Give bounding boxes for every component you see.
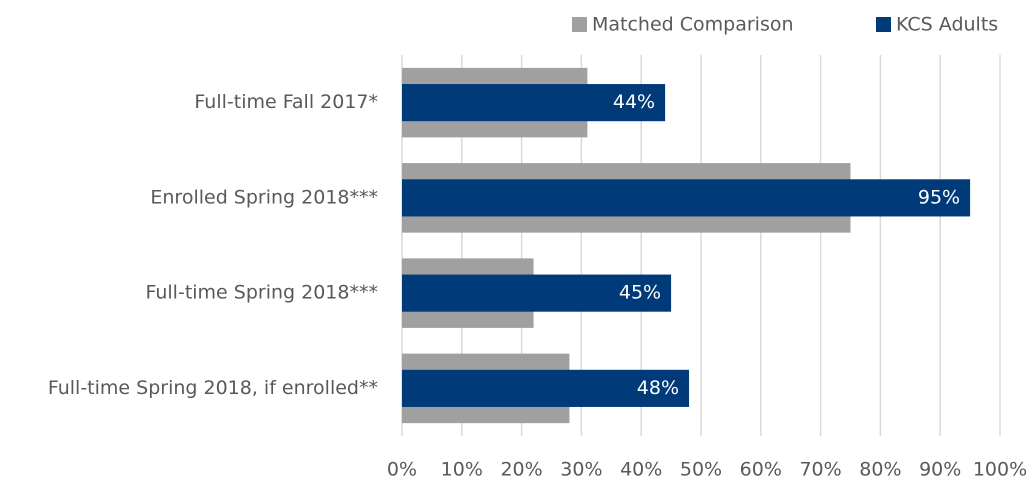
bar-value-label: 95% — [918, 186, 960, 208]
y-tick-label: Full-time Spring 2018, if enrolled** — [48, 377, 378, 399]
x-tick-label: 40% — [620, 459, 662, 481]
x-tick-label: 60% — [740, 459, 782, 481]
bar — [402, 369, 690, 407]
legend-label: KCS Adults — [896, 14, 998, 36]
x-tick-label: 70% — [799, 459, 841, 481]
y-tick-label: Full-time Fall 2017* — [194, 91, 378, 113]
x-tick-label: 20% — [500, 459, 542, 481]
bar-value-label: 45% — [619, 282, 661, 304]
x-tick-label: 30% — [560, 459, 602, 481]
bar-value-label: 48% — [637, 377, 679, 399]
y-tick-label: Full-time Spring 2018*** — [145, 282, 378, 304]
x-tick-label: 80% — [859, 459, 901, 481]
x-tick-label: 100% — [973, 459, 1027, 481]
bar — [402, 179, 971, 217]
legend-swatch — [572, 17, 587, 32]
bar — [402, 84, 666, 122]
x-tick-label: 90% — [919, 459, 961, 481]
legend-swatch — [876, 17, 891, 32]
bar-value-label: 44% — [613, 91, 655, 113]
bar — [402, 274, 672, 312]
x-tick-label: 10% — [441, 459, 483, 481]
x-tick-label: 50% — [680, 459, 722, 481]
x-tick-label: 0% — [387, 459, 417, 481]
y-tick-label: Enrolled Spring 2018*** — [150, 186, 378, 208]
legend-label: Matched Comparison — [592, 14, 794, 36]
